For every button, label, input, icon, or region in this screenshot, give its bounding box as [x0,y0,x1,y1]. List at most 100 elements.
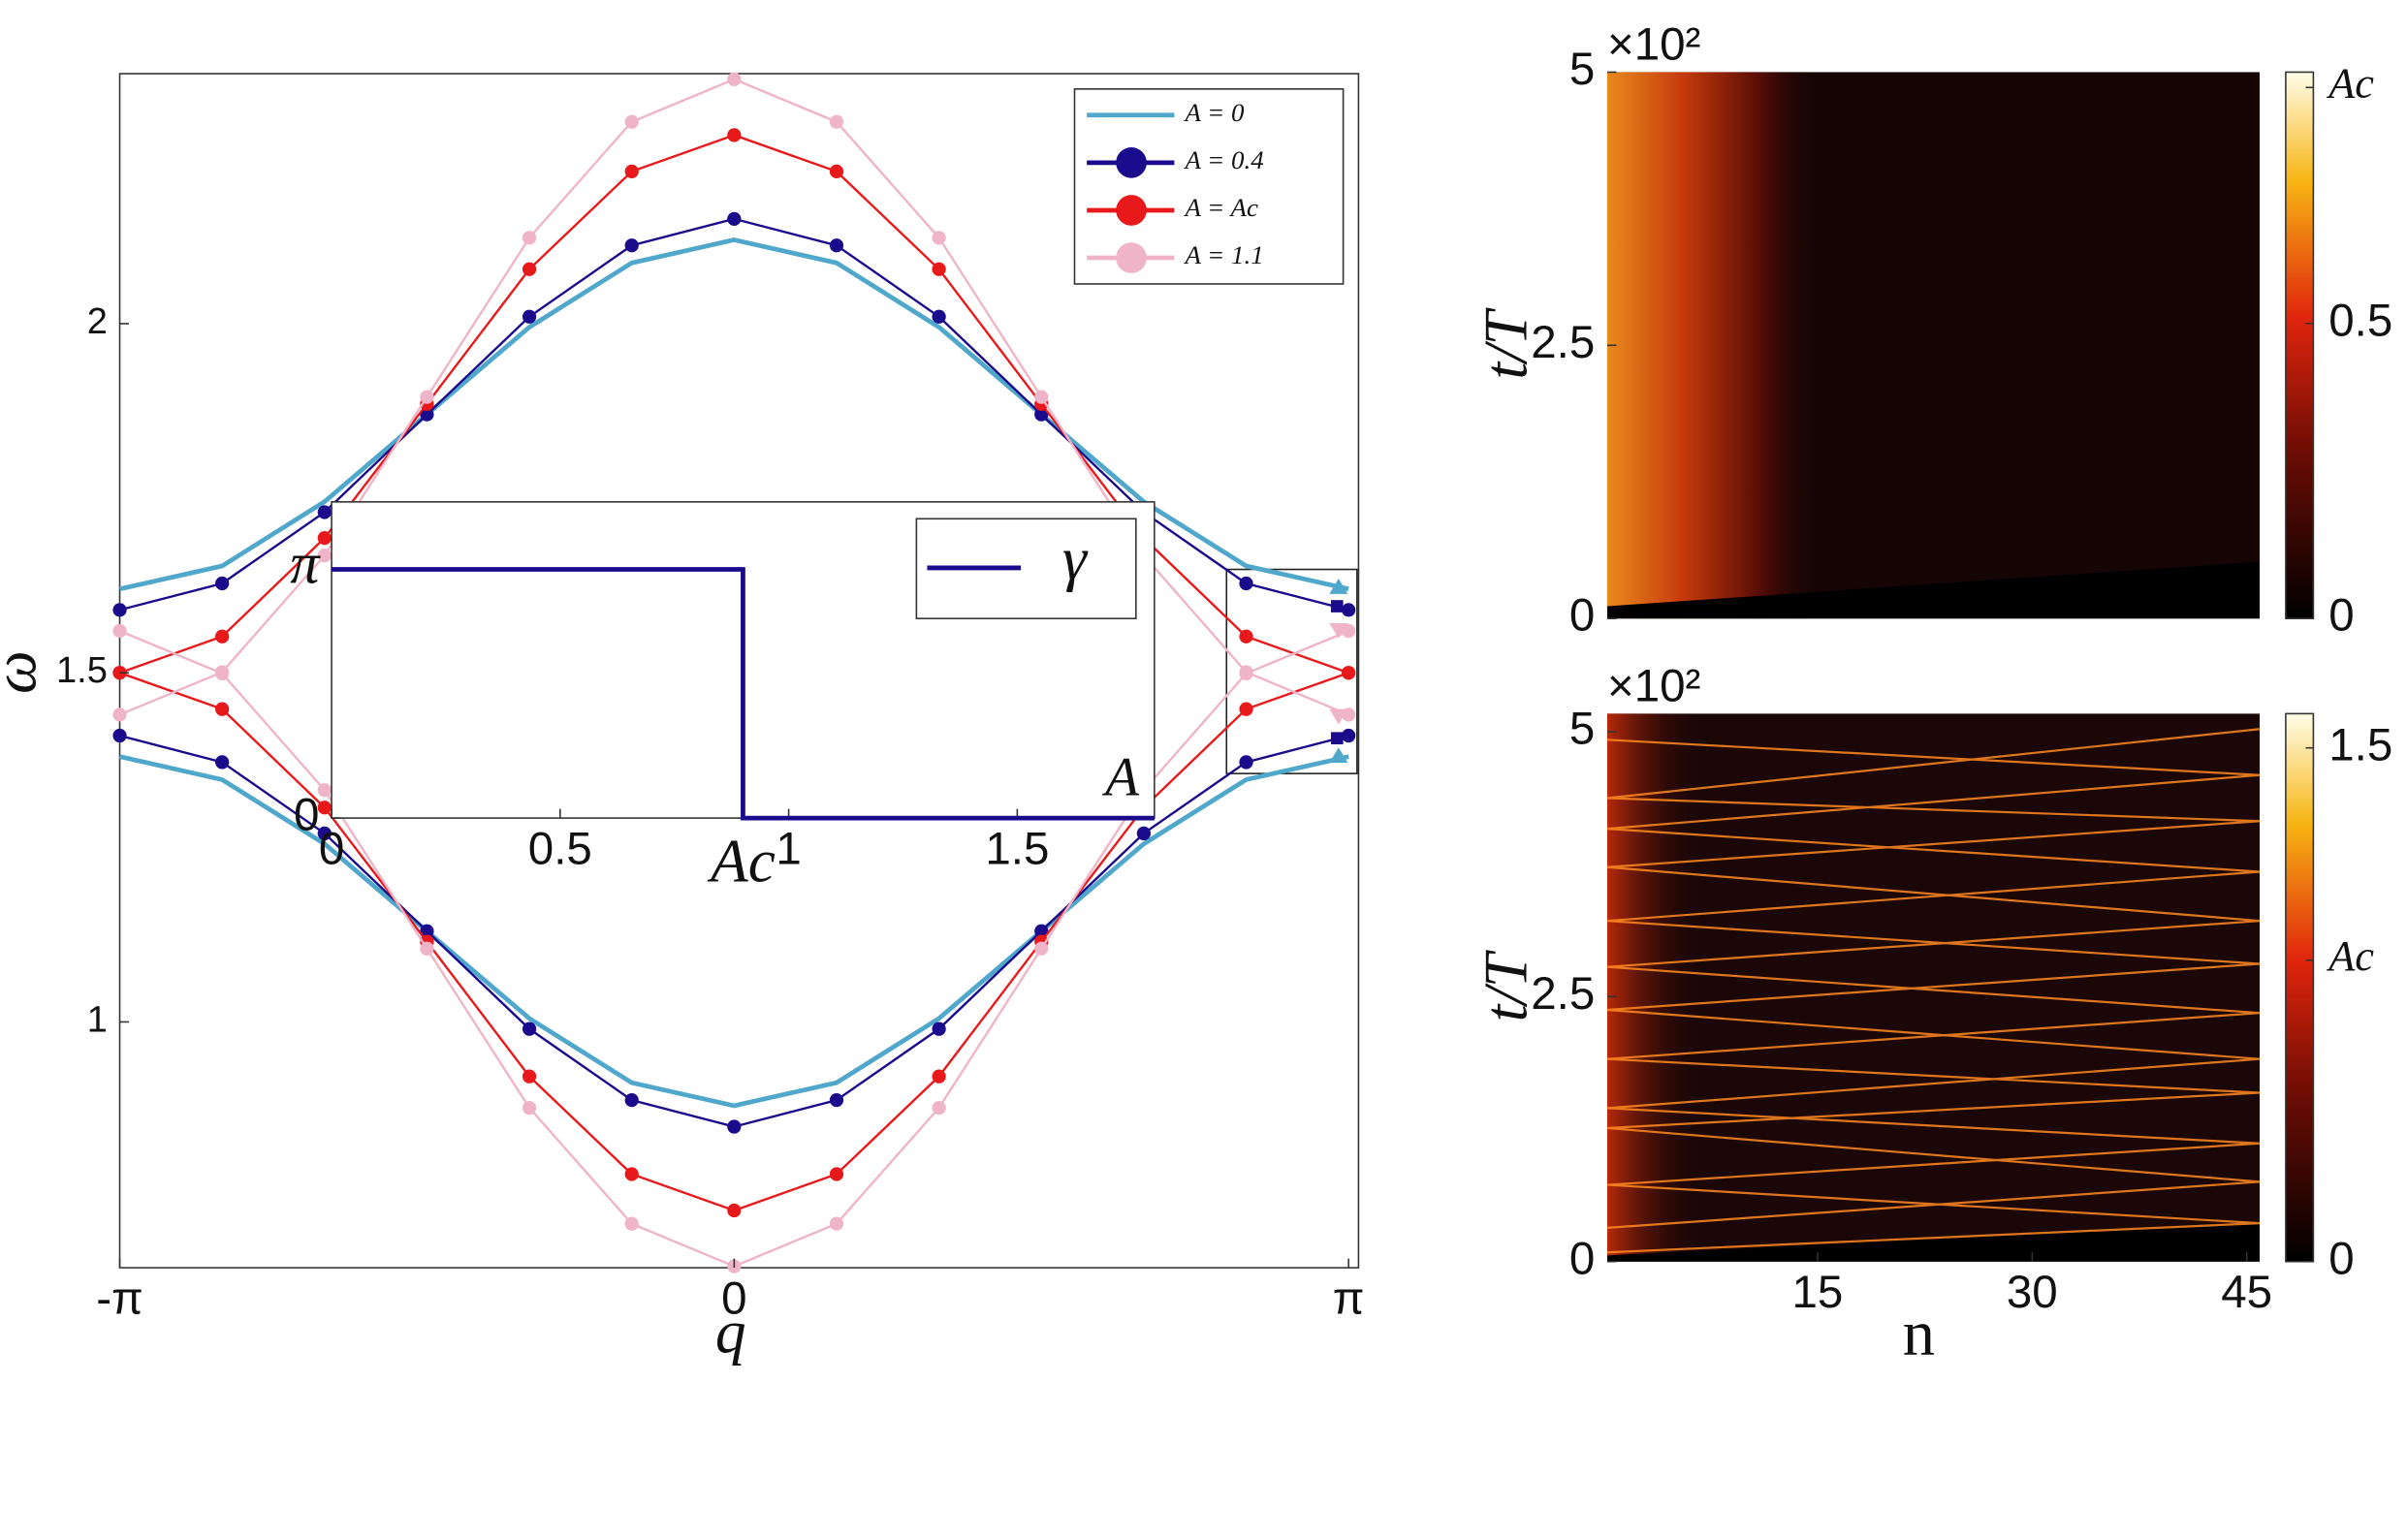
data-point [1342,666,1356,680]
data-point [1136,826,1152,841]
data-point [624,114,639,129]
data-point [727,211,742,227]
data-point [727,1203,742,1218]
data-point [1239,576,1253,591]
y-multiplier: ×10² [1607,19,1700,71]
zoom-box [1225,568,1358,774]
data-point [932,231,946,245]
x-tick-label: 1.5 [985,823,1049,874]
heatmap-image [1606,561,2260,619]
y-tick-label: 1 [87,999,108,1040]
y-tick-label: 2.5 [1531,317,1595,368]
colorbar-tick-label: Ac [2326,931,2374,980]
data-point [932,1021,946,1036]
data-point [727,128,742,142]
data-point [317,505,332,519]
data-point [624,1167,639,1181]
data-point [932,1100,946,1116]
y-tick-label: 0 [1569,1233,1595,1284]
x-tick-label: 0 [319,823,344,874]
x-tick-label: 15 [1792,1267,1844,1318]
y-tick-label: 0 [1569,590,1595,642]
data-point [522,309,537,324]
x-tick-label: π [1333,1273,1365,1324]
data-point [1239,755,1253,770]
x-tick-label: -π [96,1273,143,1324]
data-point [522,231,537,245]
data-point [420,941,434,956]
y-tick-label: 2 [87,301,108,342]
data-point [215,629,230,644]
data-point [829,114,844,129]
colorbar-tick-label: 1.5 [2328,719,2392,770]
colorbar-tick-label: Ac [2326,58,2374,107]
data-point [317,783,332,798]
data-point [1342,623,1356,639]
legend-label: γ [1062,524,1089,592]
data-point [215,576,230,591]
y-tick-label: 2.5 [1531,968,1595,1020]
data-point [829,1216,844,1231]
x-tick-label: 0.5 [528,823,592,874]
data-point [727,1119,742,1134]
data-point [215,702,230,716]
x-axis-label: q [715,1298,746,1366]
y-tick-label: π [290,531,321,596]
data-point [1034,407,1049,422]
heatmap-image [1606,728,2261,1254]
x-tick-label: Ac [707,827,776,895]
y-tick-label: 5 [1569,704,1595,755]
data-point [1239,666,1253,681]
data-point [1239,702,1253,716]
main-plot [112,72,1356,1273]
x-axis-label: A [1101,747,1140,808]
data-point [1239,629,1253,644]
y-tick-label: 0 [294,790,319,841]
colorbar-tick-label: 0 [2328,590,2354,642]
legend-label: A = 1.1 [1183,240,1263,269]
data-point [932,262,946,276]
data-point [624,1093,639,1108]
data-point [215,666,230,681]
data-point [420,407,434,422]
data-point [112,707,127,722]
x-axis-label: n [1903,1299,1935,1369]
colorbar [2285,71,2315,619]
data-point [829,1167,844,1181]
colorbar [2285,712,2315,1263]
data-point [624,238,639,253]
legend-label: A = Ac [1183,193,1258,222]
heatmap-image [1606,72,1822,619]
series-line [118,754,1349,1109]
data-point [1034,941,1049,956]
data-point [932,309,946,324]
data-point [522,262,537,276]
x-tick-label: 1 [776,823,801,874]
data-point [112,623,127,639]
data-point [317,801,332,815]
y-axis-label: ω [0,650,49,694]
inset-legend-box [915,518,1137,619]
data-point [317,549,332,563]
series-line [332,567,1155,821]
data-point [522,1021,537,1036]
data-point [112,728,127,743]
data-point [522,1100,537,1116]
x-tick-label: 45 [2221,1267,2272,1318]
legend-label: A = 0 [1183,98,1245,127]
legend-marker [1116,195,1147,226]
data-point [1342,707,1356,722]
data-point [829,1093,844,1108]
colorbar-tick-label: 0 [2328,1233,2354,1284]
legend-label: A = 0.4 [1183,145,1263,174]
y-axis-label: t/T [1472,950,1539,1021]
data-point [727,72,742,86]
colorbar-tick-label: 0.5 [2328,295,2392,346]
data-point [420,924,434,938]
data-point [1034,390,1049,404]
data-point [317,826,332,841]
legend-marker [1116,242,1147,273]
data-point [932,1069,946,1084]
